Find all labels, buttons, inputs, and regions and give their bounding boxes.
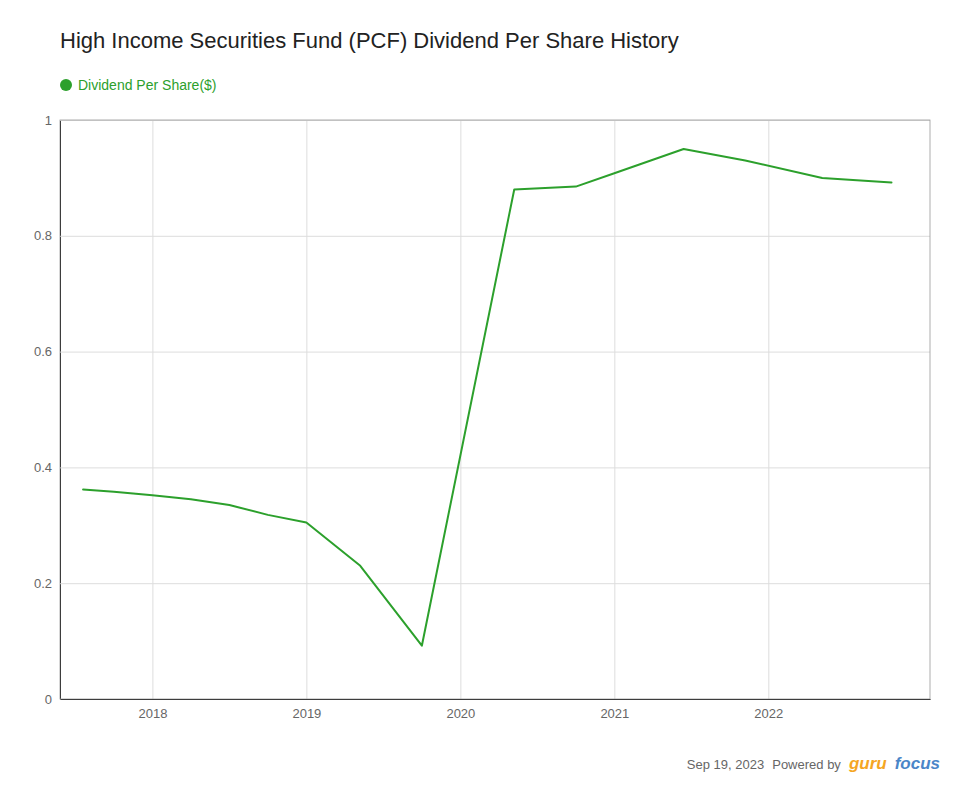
legend-label: Dividend Per Share($) xyxy=(78,77,217,93)
y-tick: 0.2 xyxy=(34,576,930,591)
y-grid-line xyxy=(60,236,930,237)
x-axis: 2018 2019 2020 2021 2022 xyxy=(61,120,931,721)
line xyxy=(83,149,891,646)
title: High Income Securities Fund (PCF) Divide… xyxy=(60,28,679,53)
x-tick: 2021 xyxy=(600,120,629,721)
legend: Dividend Per Share($) xyxy=(60,77,217,93)
plot: 0 0.2 0.4 0.6 0.8 1 2018 2019 2020 2021 2022 xyxy=(34,113,931,722)
x-grid-line xyxy=(152,120,153,699)
x-grid-line xyxy=(306,120,307,699)
x-tick-label: 2018 xyxy=(138,706,167,721)
x-grid-line xyxy=(768,120,769,699)
x-grid-line xyxy=(614,120,615,699)
legend-swatch xyxy=(60,79,72,91)
y-tick-label: 0 xyxy=(45,692,52,707)
y-tick: 0.4 xyxy=(34,460,930,475)
y-grid-line xyxy=(60,583,930,584)
annotation: focus xyxy=(895,754,940,773)
y-grid-line xyxy=(60,352,930,353)
x-tick: 2022 xyxy=(754,120,783,721)
y-grid-line xyxy=(60,467,930,468)
y-tick-label: 0.6 xyxy=(34,344,52,359)
x-tick-label: 2021 xyxy=(600,706,629,721)
y-tick: 0.8 xyxy=(34,228,930,243)
y-tick-label: 0.4 xyxy=(34,460,52,475)
x-tick-label: 2022 xyxy=(754,706,783,721)
legend-item: Dividend Per Share($) xyxy=(60,77,217,93)
marks xyxy=(83,149,891,646)
x-tick-label: 2020 xyxy=(446,706,475,721)
annotation: Powered by xyxy=(772,757,841,772)
x-tick: 2019 xyxy=(292,120,321,721)
y-tick-label: 0.8 xyxy=(34,228,52,243)
y-tick-label: 1 xyxy=(45,113,52,128)
annotation: Sep 19, 2023 xyxy=(687,757,764,772)
x-grid-line xyxy=(460,120,461,699)
y-tick-label: 0.2 xyxy=(34,576,52,591)
x-tick-label: 2019 xyxy=(292,706,321,721)
footer: Sep 19, 2023 Powered by guru focus xyxy=(687,754,940,773)
y-axis: 0 0.2 0.4 0.6 0.8 1 xyxy=(34,113,930,707)
plot-frame xyxy=(60,120,930,699)
annotation: guru xyxy=(848,754,887,773)
x-tick: 2018 xyxy=(138,120,167,721)
x-tick: 2020 xyxy=(446,120,475,721)
chart: High Income Securities Fund (PCF) Divide… xyxy=(0,0,960,799)
